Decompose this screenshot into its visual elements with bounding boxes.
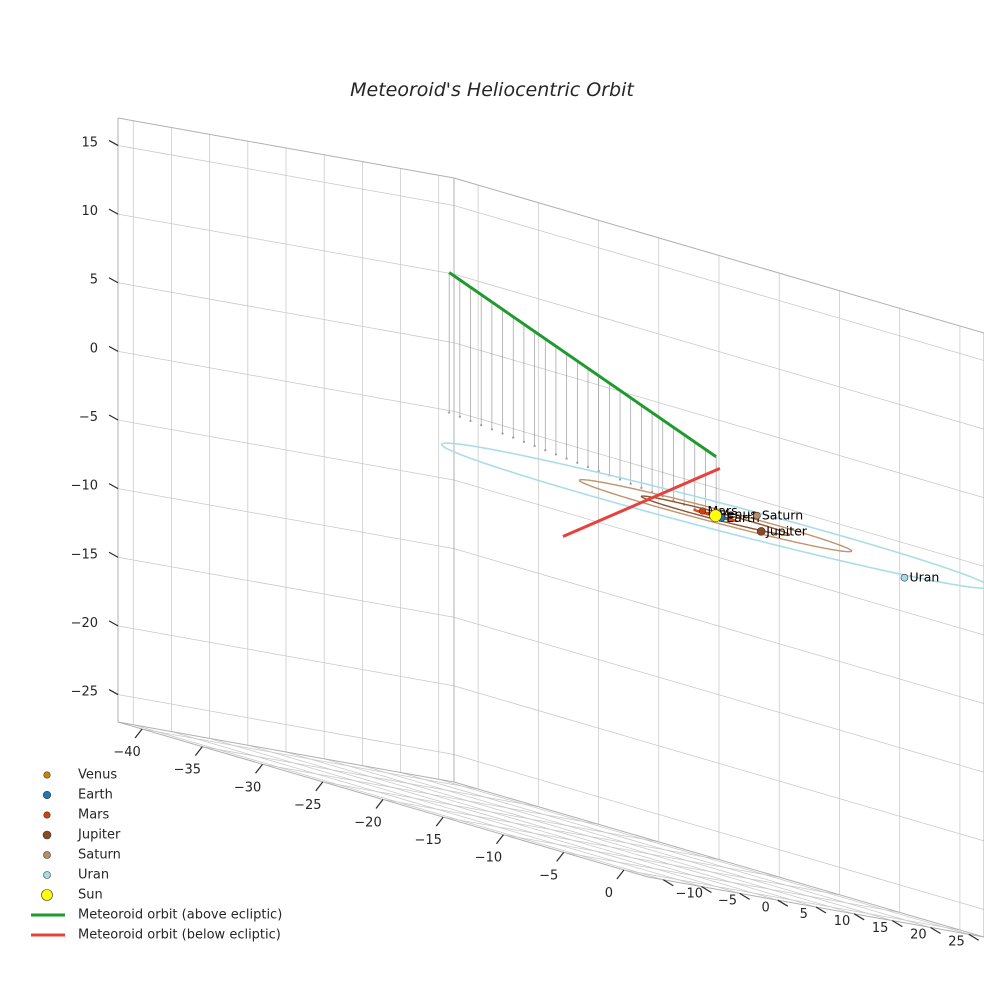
ytick-label: 5: [800, 907, 808, 922]
ztick-label: 10: [81, 204, 98, 219]
marker-uran: [900, 573, 909, 582]
legend-label-meteoroid-orbit-above-ecliptic-: Meteoroid orbit (above ecliptic): [78, 908, 282, 923]
ytick-label: 0: [761, 900, 769, 915]
ytick-label: −5: [718, 894, 737, 909]
ytick-label: 10: [834, 914, 851, 929]
ztick-label: −20: [71, 616, 98, 631]
orbit-uran: [440, 442, 984, 590]
label-earth: Earth: [726, 510, 760, 525]
marker-mars: [699, 507, 707, 515]
xtick-label: −5: [539, 868, 558, 883]
ytick-label: −10: [676, 887, 703, 902]
legend-marker-sun: [41, 889, 53, 901]
legend-marker-earth: [42, 790, 52, 800]
legend-label-mars: Mars: [78, 808, 110, 823]
label-saturn: Saturn: [762, 508, 803, 523]
meteoroid-line-above-ecliptic: [448, 271, 717, 458]
label-venus: Venus: [719, 507, 757, 522]
ztick-label: 5: [90, 273, 98, 288]
axes-gridlines: [117, 117, 984, 938]
legend: Venus Earth Mars Jupiter Saturn Uran Sun Meteor…: [31, 768, 282, 943]
xtick-label: 0: [605, 886, 613, 901]
legend-label-uran: Uran: [78, 868, 109, 883]
marker-jupiter: [756, 527, 766, 536]
axis-ticks: −40−35−30−25−20−15−10−50−10−505101520253…: [71, 135, 980, 949]
legend-marker-jupiter: [42, 830, 52, 840]
xtick-label: −15: [415, 833, 442, 848]
label-jupiter: Jupiter: [765, 523, 808, 538]
legend-label-earth: Earth: [78, 788, 113, 803]
ytick-label: 25: [948, 934, 965, 949]
ztick-label: −10: [71, 479, 98, 494]
ztick-label: 0: [90, 341, 98, 356]
legend-marker-venus: [43, 771, 51, 779]
label-uran: Uran: [909, 570, 939, 585]
marker-saturn: [753, 511, 761, 520]
ztick-label: 15: [81, 135, 98, 150]
xtick-label: −40: [113, 745, 140, 760]
ytick-label: 15: [872, 921, 889, 936]
xtick-label: −30: [234, 780, 261, 795]
xtick-label: −25: [294, 798, 321, 813]
chart-title: Meteoroid's Heliocentric Orbit: [350, 79, 635, 101]
orbit-saturn: [578, 478, 853, 553]
legend-marker-saturn: [43, 851, 51, 859]
ztick-label: −25: [71, 685, 98, 700]
legend-marker-mars: [43, 811, 51, 819]
ztick-label: −15: [71, 547, 98, 562]
legend-label-venus: Venus: [78, 768, 117, 783]
xtick-label: −20: [354, 816, 381, 831]
marker-sun: [709, 509, 722, 522]
legend-label-jupiter: Jupiter: [77, 828, 121, 843]
meteoroid-line-below-ecliptic: [562, 467, 721, 538]
legend-label-saturn: Saturn: [78, 848, 121, 863]
ytick-label: 20: [910, 928, 927, 943]
xtick-label: −35: [174, 763, 201, 778]
legend-label-meteoroid-orbit-below-ecliptic-: Meteoroid orbit (below ecliptic): [78, 928, 281, 943]
ztick-label: −5: [79, 410, 98, 425]
meteoroid-track: [448, 271, 721, 538]
xtick-label: −10: [475, 851, 502, 866]
legend-label-sun: Sun: [78, 888, 103, 903]
legend-marker-uran: [43, 871, 51, 879]
